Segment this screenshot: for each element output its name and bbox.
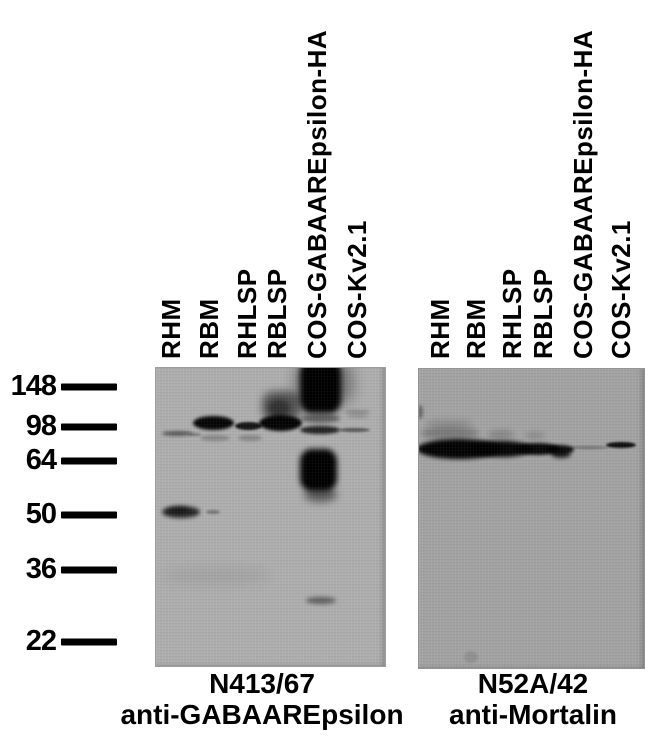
protein-band [425, 419, 473, 428]
mw-marker-label: 98 [25, 409, 57, 442]
protein-band [306, 597, 336, 604]
blot-panel-right [418, 368, 645, 669]
mw-marker-label: 50 [25, 497, 57, 530]
mw-marker-dash [61, 423, 117, 431]
protein-band [238, 435, 262, 441]
mw-marker-dash [61, 457, 117, 465]
right-panel-caption: N52A/42 anti-Mortalin [413, 668, 650, 730]
protein-band [551, 450, 571, 458]
protein-band [471, 441, 533, 457]
lane-label: RBM [461, 298, 491, 359]
protein-band [301, 414, 340, 423]
protein-band [419, 405, 423, 419]
protein-band [167, 507, 189, 513]
lane-label: COS-Kv2.1 [606, 220, 636, 359]
left-antibody-clone: N413/67 [209, 668, 315, 699]
blot-panel-left [155, 367, 386, 667]
right-antibody-clone: N52A/42 [477, 668, 589, 699]
mw-marker-label: 22 [25, 624, 57, 657]
protein-band [547, 445, 574, 454]
protein-band [488, 430, 514, 439]
protein-band [464, 651, 478, 663]
protein-band [262, 391, 301, 421]
lane-label: RBLSP [262, 268, 292, 359]
protein-band [189, 433, 201, 436]
protein-band [193, 416, 234, 430]
protein-band [235, 422, 262, 430]
lane-label: RBLSP [528, 268, 558, 359]
protein-band [606, 442, 636, 448]
mw-marker-dash [61, 383, 117, 391]
lane-label: COS-GABAAREpsilon-HA [302, 29, 332, 359]
mw-marker-label: 36 [25, 552, 57, 585]
protein-band [200, 435, 230, 441]
protein-band [304, 487, 337, 502]
mw-marker-label: 64 [25, 443, 57, 476]
protein-band [421, 427, 479, 439]
protein-band [345, 410, 370, 414]
protein-band [300, 449, 337, 491]
protein-band [268, 399, 290, 417]
lane-label: RHM [156, 298, 186, 359]
protein-band [525, 432, 545, 439]
lane-label: RHM [425, 298, 455, 359]
protein-band [339, 428, 370, 432]
protein-band [347, 415, 369, 418]
lane-label: COS-Kv2.1 [342, 220, 372, 359]
protein-band [569, 446, 609, 449]
lane-label: COS-GABAAREpsilon-HA [568, 29, 598, 359]
right-antibody-target: anti-Mortalin [449, 699, 617, 730]
lane-label: RBM [194, 298, 224, 359]
protein-band [162, 506, 200, 518]
left-antibody-target: anti-GABAAREpsilon [120, 699, 404, 730]
protein-band [206, 510, 220, 514]
lane-label: RHLSP [232, 268, 262, 359]
mw-marker-label: 148 [10, 369, 57, 402]
mw-marker-dash [61, 638, 117, 646]
left-panel-caption: N413/67 anti-GABAAREpsilon [110, 668, 414, 730]
protein-band [300, 426, 340, 434]
protein-band [161, 568, 271, 584]
protein-band [300, 368, 341, 413]
protein-band [162, 431, 193, 436]
mw-marker-dash [61, 566, 117, 574]
lane-label: RHLSP [497, 268, 527, 359]
mw-marker-dash [61, 511, 117, 519]
